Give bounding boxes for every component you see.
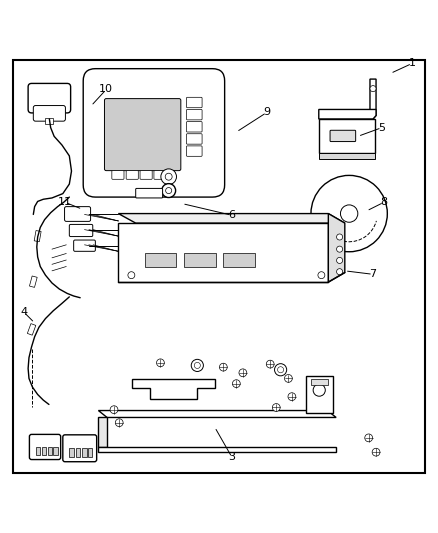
Polygon shape xyxy=(319,109,376,119)
FancyBboxPatch shape xyxy=(69,224,93,237)
Circle shape xyxy=(165,173,172,180)
Bar xyxy=(36,447,40,455)
Bar xyxy=(69,448,74,457)
Bar xyxy=(311,379,328,384)
Circle shape xyxy=(285,375,292,382)
Polygon shape xyxy=(132,379,215,399)
Polygon shape xyxy=(306,376,333,413)
Circle shape xyxy=(239,369,247,377)
Circle shape xyxy=(372,448,380,456)
FancyBboxPatch shape xyxy=(63,435,97,462)
Text: 3: 3 xyxy=(229,453,236,463)
Bar xyxy=(53,447,58,455)
FancyBboxPatch shape xyxy=(330,130,356,142)
Polygon shape xyxy=(118,223,328,282)
FancyBboxPatch shape xyxy=(140,171,152,179)
Polygon shape xyxy=(328,214,345,282)
Circle shape xyxy=(311,175,387,252)
FancyBboxPatch shape xyxy=(187,109,202,120)
FancyBboxPatch shape xyxy=(136,188,162,198)
FancyBboxPatch shape xyxy=(105,99,181,171)
Circle shape xyxy=(266,360,274,368)
Polygon shape xyxy=(29,276,37,287)
Circle shape xyxy=(318,272,325,279)
Text: 9: 9 xyxy=(263,108,270,117)
Polygon shape xyxy=(99,417,107,447)
Circle shape xyxy=(156,359,164,367)
FancyBboxPatch shape xyxy=(187,122,202,132)
Polygon shape xyxy=(34,231,41,241)
Circle shape xyxy=(233,379,240,387)
FancyBboxPatch shape xyxy=(64,207,91,221)
Circle shape xyxy=(161,169,177,184)
Polygon shape xyxy=(99,447,336,452)
FancyBboxPatch shape xyxy=(83,69,225,197)
Bar xyxy=(223,253,254,268)
Polygon shape xyxy=(370,79,376,119)
Polygon shape xyxy=(319,153,375,159)
Circle shape xyxy=(278,367,284,373)
Polygon shape xyxy=(27,324,36,335)
Text: 10: 10 xyxy=(99,85,113,94)
Circle shape xyxy=(115,419,123,426)
Circle shape xyxy=(336,234,343,240)
Circle shape xyxy=(336,269,343,274)
Text: 8: 8 xyxy=(380,197,388,207)
Bar xyxy=(76,448,80,457)
Circle shape xyxy=(110,406,118,414)
Circle shape xyxy=(365,434,373,442)
Circle shape xyxy=(191,359,203,372)
Circle shape xyxy=(162,184,176,198)
Bar xyxy=(184,253,215,268)
Circle shape xyxy=(336,246,343,252)
FancyBboxPatch shape xyxy=(74,240,95,252)
Text: 1: 1 xyxy=(409,59,416,68)
Circle shape xyxy=(370,86,376,92)
FancyBboxPatch shape xyxy=(126,171,138,179)
Circle shape xyxy=(219,364,227,371)
Circle shape xyxy=(313,384,325,396)
Bar xyxy=(145,253,177,268)
Circle shape xyxy=(272,403,280,411)
Polygon shape xyxy=(99,410,336,417)
FancyBboxPatch shape xyxy=(187,98,202,108)
Circle shape xyxy=(166,188,172,193)
Circle shape xyxy=(336,257,343,263)
Polygon shape xyxy=(319,119,375,153)
Circle shape xyxy=(288,393,296,401)
Circle shape xyxy=(128,272,135,279)
FancyBboxPatch shape xyxy=(33,106,65,121)
Bar xyxy=(42,447,46,455)
Text: 11: 11 xyxy=(58,197,72,207)
Text: 6: 6 xyxy=(229,211,236,220)
Bar xyxy=(82,448,87,457)
Text: 4: 4 xyxy=(20,307,27,317)
FancyBboxPatch shape xyxy=(187,134,202,144)
FancyBboxPatch shape xyxy=(28,84,71,113)
Circle shape xyxy=(194,362,200,368)
FancyBboxPatch shape xyxy=(187,146,202,156)
Polygon shape xyxy=(118,214,345,223)
Bar xyxy=(48,447,53,455)
Bar xyxy=(88,448,92,457)
Text: 7: 7 xyxy=(369,269,377,279)
Text: 5: 5 xyxy=(378,123,385,133)
FancyBboxPatch shape xyxy=(112,171,124,179)
FancyBboxPatch shape xyxy=(154,171,166,179)
Bar xyxy=(46,118,53,124)
FancyBboxPatch shape xyxy=(29,434,60,459)
Circle shape xyxy=(275,364,287,376)
Circle shape xyxy=(340,205,358,222)
